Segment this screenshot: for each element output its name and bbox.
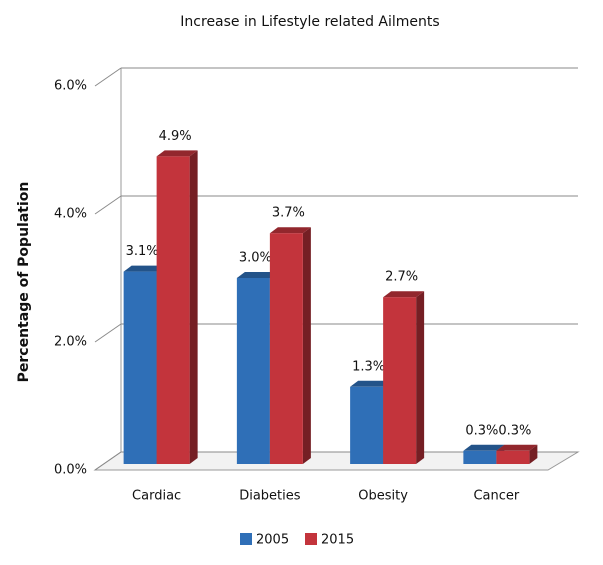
legend-label: 2005 [256,533,289,548]
bar [463,450,497,464]
value-label: 3.0% [239,251,272,266]
legend-label: 2015 [321,533,354,548]
bar-top [383,291,425,298]
x-tick-label: Obesity [358,489,408,504]
bar-top [350,380,392,387]
bar-side [302,227,311,464]
y-axis-label: Percentage of Population [16,182,32,383]
grid-diagonal [94,67,122,87]
bar-top [496,444,538,451]
value-label: 3.7% [272,206,305,221]
bar [156,156,190,464]
bar [350,386,384,464]
x-tick-label: Cancer [473,489,519,504]
bar [269,233,303,464]
grid-diagonal [94,451,122,471]
bar-side [529,444,538,464]
bar [496,450,530,464]
grid-diagonal [94,323,122,343]
value-label: 3.1% [126,244,159,259]
value-label: 0.3% [498,423,531,438]
bar-top [236,272,278,278]
bar-top [269,227,311,234]
y-tick-label: 6.0% [54,79,87,94]
value-label: 2.7% [385,270,418,285]
y-tick-label: 0.0% [54,463,87,478]
bar-side [416,291,425,464]
bar [383,297,417,464]
value-label: 0.3% [465,423,498,438]
value-label: 1.3% [352,359,385,374]
x-tick-label: Diabeties [239,489,301,504]
bar-side [189,150,198,464]
x-tick-label: Cardiac [132,489,181,504]
grid-diagonal [94,195,122,215]
chart-title: Increase in Lifestyle related Ailments [180,14,439,30]
bar [123,271,157,464]
bar [236,278,270,464]
legend-swatch [305,533,317,545]
y-tick-label: 4.0% [54,207,87,222]
value-label: 4.9% [159,129,192,144]
legend-swatch [240,533,252,545]
bar-top [463,444,505,451]
bar-top [123,265,165,272]
y-tick-label: 2.0% [54,335,87,350]
bar-top [156,150,198,157]
